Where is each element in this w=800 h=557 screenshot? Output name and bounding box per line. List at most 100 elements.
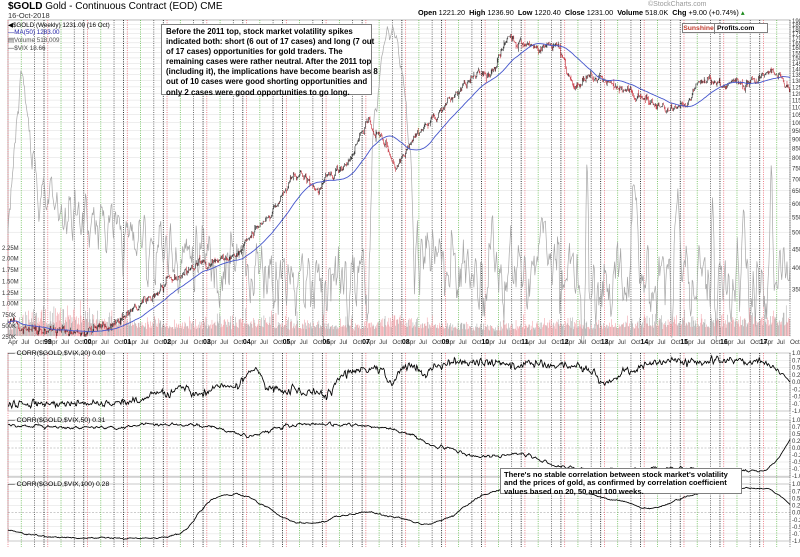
svg-text:0.25: 0.25 <box>792 439 800 445</box>
svg-text:Apr: Apr <box>48 339 58 346</box>
svg-text:-0.75: -0.75 <box>792 402 800 408</box>
svg-text:1400: 1400 <box>792 67 800 73</box>
svg-text:0.00: 0.00 <box>792 511 800 517</box>
svg-text:-1.00: -1.00 <box>792 474 800 480</box>
svg-text:Jul: Jul <box>737 339 745 346</box>
svg-text:1200: 1200 <box>792 92 800 98</box>
svg-text:Apr: Apr <box>366 339 376 346</box>
svg-text:-0.25: -0.25 <box>792 518 800 524</box>
svg-text:0.75: 0.75 <box>792 489 800 495</box>
svg-text:1.75M: 1.75M <box>2 268 19 274</box>
svg-text:800: 800 <box>792 156 800 162</box>
svg-text:550: 550 <box>792 216 800 222</box>
svg-text:-0.75: -0.75 <box>792 532 800 538</box>
svg-text:1.50M: 1.50M <box>2 279 19 285</box>
svg-text:2.25M: 2.25M <box>2 246 19 252</box>
svg-text:1350: 1350 <box>792 73 800 79</box>
svg-text:Jul: Jul <box>260 339 268 346</box>
svg-text:600: 600 <box>792 202 800 208</box>
svg-text:-1.00: -1.00 <box>792 539 800 545</box>
svg-text:Apr: Apr <box>763 339 773 346</box>
svg-text:2.00M: 2.00M <box>2 257 19 263</box>
svg-text:0.75: 0.75 <box>792 358 800 364</box>
svg-text:Jul: Jul <box>21 339 29 346</box>
svg-text:1450: 1450 <box>792 62 800 68</box>
svg-text:Apr: Apr <box>525 339 535 346</box>
svg-text:0.50: 0.50 <box>792 366 800 372</box>
svg-text:-0.75: -0.75 <box>792 467 800 473</box>
svg-text:Jul: Jul <box>777 339 785 346</box>
svg-text:-0.25: -0.25 <box>792 387 800 393</box>
svg-text:Apr: Apr <box>167 339 177 346</box>
svg-text:1000: 1000 <box>792 121 800 127</box>
svg-text:Apr: Apr <box>644 339 654 346</box>
svg-text:Jul: Jul <box>498 339 506 346</box>
svg-text:Apr: Apr <box>326 339 336 346</box>
svg-text:250K: 250K <box>2 335 16 341</box>
svg-text:1.00M: 1.00M <box>2 302 19 308</box>
svg-text:1100: 1100 <box>792 106 800 112</box>
svg-text:-0.25: -0.25 <box>792 453 800 459</box>
svg-text:Apr: Apr <box>485 339 495 346</box>
svg-text:Jul: Jul <box>300 339 308 346</box>
svg-text:1300: 1300 <box>792 79 800 85</box>
svg-text:Jul: Jul <box>141 339 149 346</box>
svg-text:-0.50: -0.50 <box>792 395 800 401</box>
svg-text:Apr: Apr <box>247 339 257 346</box>
svg-text:Jul: Jul <box>697 339 705 346</box>
svg-text:Jul: Jul <box>339 339 347 346</box>
svg-text:1.25M: 1.25M <box>2 291 19 297</box>
svg-text:500: 500 <box>792 231 800 237</box>
svg-text:Jul: Jul <box>379 339 387 346</box>
svg-text:Jul: Jul <box>538 339 546 346</box>
svg-text:Apr: Apr <box>565 339 575 346</box>
svg-text:Apr: Apr <box>207 339 217 346</box>
svg-text:Apr: Apr <box>684 339 694 346</box>
svg-text:750: 750 <box>792 166 800 172</box>
svg-text:Apr: Apr <box>406 339 416 346</box>
svg-text:450: 450 <box>792 247 800 253</box>
svg-text:Apr: Apr <box>286 339 296 346</box>
svg-text:1500: 1500 <box>792 56 800 62</box>
svg-text:Jul: Jul <box>657 339 665 346</box>
svg-text:0.75: 0.75 <box>792 425 800 431</box>
svg-text:900: 900 <box>792 137 800 143</box>
svg-text:0.00: 0.00 <box>792 446 800 452</box>
svg-text:-1.00: -1.00 <box>792 409 800 415</box>
svg-text:0.50: 0.50 <box>792 496 800 502</box>
svg-text:Jul: Jul <box>101 339 109 346</box>
svg-text:1250: 1250 <box>792 85 800 91</box>
svg-text:1.00: 1.00 <box>792 351 800 357</box>
svg-text:1050: 1050 <box>792 113 800 119</box>
svg-text:650: 650 <box>792 189 800 195</box>
svg-text:-0.50: -0.50 <box>792 460 800 466</box>
svg-text:Apr: Apr <box>724 339 734 346</box>
svg-text:Jul: Jul <box>220 339 228 346</box>
svg-text:Oct: Oct <box>790 339 800 346</box>
svg-text:1.00: 1.00 <box>792 418 800 424</box>
svg-text:Apr: Apr <box>604 339 614 346</box>
svg-text:0.50: 0.50 <box>792 432 800 438</box>
svg-text:500K: 500K <box>2 324 16 330</box>
svg-text:850: 850 <box>792 147 800 153</box>
svg-text:Apr: Apr <box>127 339 137 346</box>
svg-text:-0.50: -0.50 <box>792 525 800 531</box>
svg-text:Jul: Jul <box>180 339 188 346</box>
svg-text:750K: 750K <box>2 313 16 319</box>
svg-text:350: 350 <box>792 287 800 293</box>
svg-text:700: 700 <box>792 177 800 183</box>
svg-text:Jul: Jul <box>419 339 427 346</box>
svg-text:Apr: Apr <box>445 339 455 346</box>
svg-text:0.00: 0.00 <box>792 380 800 386</box>
svg-text:0.25: 0.25 <box>792 504 800 510</box>
svg-text:950: 950 <box>792 129 800 135</box>
svg-text:400: 400 <box>792 266 800 272</box>
svg-text:1900: 1900 <box>792 19 800 25</box>
svg-text:Jul: Jul <box>459 339 467 346</box>
svg-text:Apr: Apr <box>88 339 98 346</box>
svg-text:Jul: Jul <box>618 339 626 346</box>
svg-text:1150: 1150 <box>792 99 800 105</box>
svg-text:Jul: Jul <box>61 339 69 346</box>
svg-text:Jul: Jul <box>578 339 586 346</box>
svg-text:1.00: 1.00 <box>792 482 800 488</box>
